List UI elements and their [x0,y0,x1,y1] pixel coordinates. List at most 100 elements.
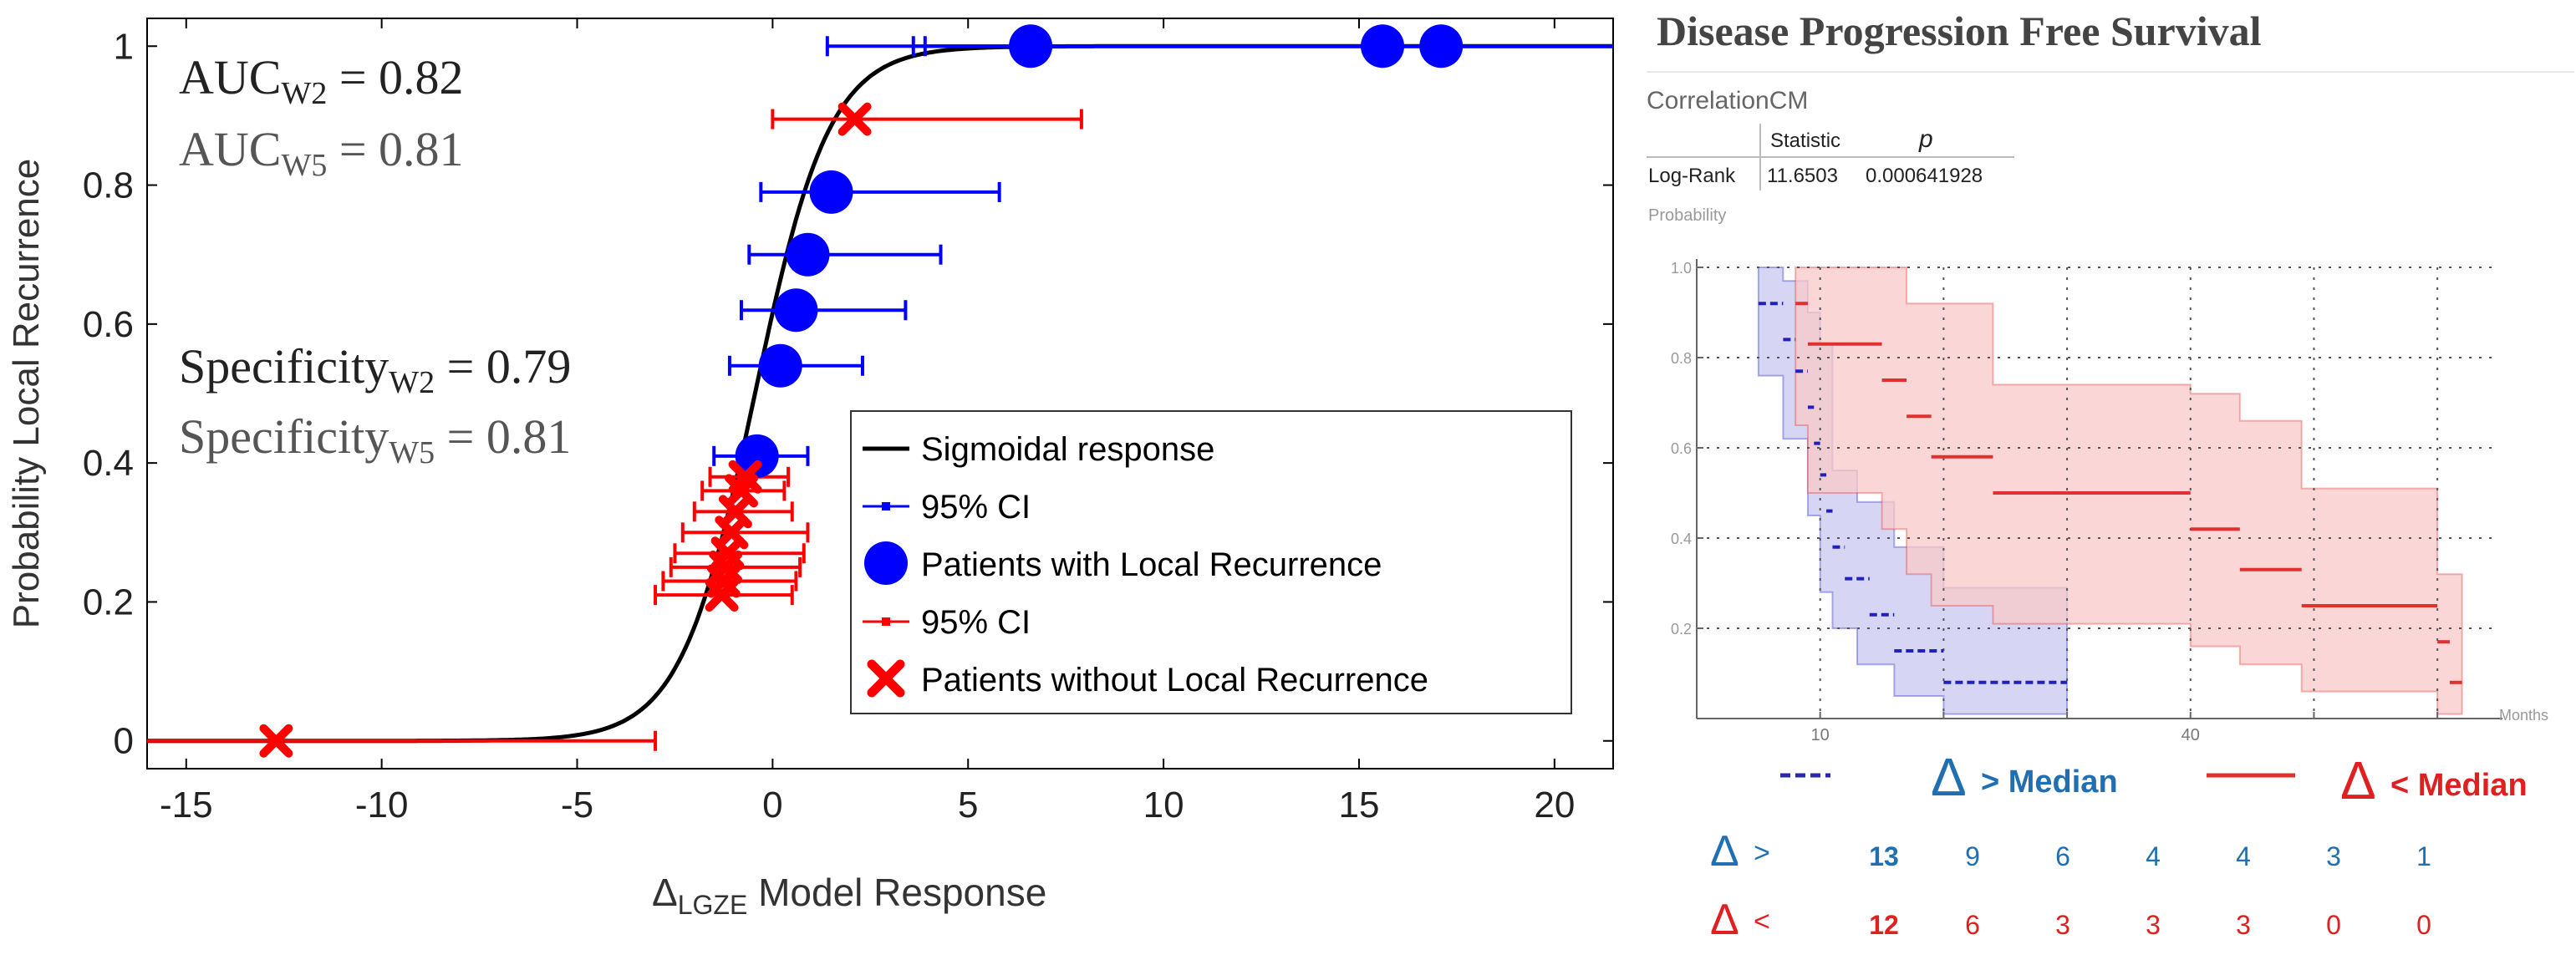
right-chart-title: Disease Progression Free Survival [1657,8,2262,54]
recurrence-point [786,232,830,277]
risk-row-above-op: > [1754,837,1770,869]
recurrence-point [735,434,779,478]
right-legend-below-text: < Median [2390,768,2528,803]
left-ytick-label: 0.8 [83,165,134,206]
auc-w5-label: AUC [179,122,281,176]
recurrence-ci-bar [747,244,943,265]
right-ytick-label: 0.2 [1671,621,1692,637]
no-recurrence-ci-bar [680,522,810,543]
legend-blue-ci-label: 95% CI [921,489,1031,526]
right-ci-bands-layer [1757,267,2463,715]
auc-w5-annotation: AUCW5 = 0.81 [179,122,464,183]
risk-value: 1 [2416,841,2431,871]
left-xtick-label: 15 [1338,785,1379,825]
risk-value: 3 [2055,910,2070,940]
right-legend: Δ > Median Δ < Median [1780,747,2528,810]
left-xtick-label: 10 [1143,785,1184,825]
left-points-layer [259,24,1464,758]
stats-row-label: Log-Rank [1648,165,1736,187]
no-recurrence-ci-bar [692,501,794,522]
right-ytick-label: 0.6 [1671,440,1692,457]
no-recurrence-ci-bar [771,109,1083,130]
stats-table: Statistic p Log-Rank 11.6503 0.000641928 [1647,124,2014,190]
risk-value: 3 [2236,910,2251,940]
legend-blue-ci-marker [882,502,890,510]
legend-sigmoid-label: Sigmoidal response [921,431,1214,468]
left-xtick-label: 5 [958,785,978,825]
risk-value: 0 [2326,910,2341,940]
left-ytick-label: 1 [114,26,134,67]
no-recurrence-point [259,724,293,758]
left-ytick-label: 0.2 [83,582,134,622]
right-chart: Disease Progression Free Survival Correl… [1647,8,2574,944]
left-ytick-label: 0.4 [83,443,134,484]
stats-row-p-value: 0.000641928 [1866,165,1983,187]
right-legend-below-delta: Δ [2340,750,2376,810]
right-xtick-label: 10 [1811,726,1830,744]
right-axes-layer: 0.2 0.4 0.6 0.8 1.0 10 40 [1671,259,2502,744]
left-ytick-label: 0.6 [83,304,134,345]
left-x-axis-label-sub: LGZE [678,890,748,920]
legend-no-recurrence-marker [867,659,905,698]
left-xtick-label: 0 [762,785,782,825]
risk-value: 4 [2146,841,2161,871]
risk-value: 6 [1965,910,1980,940]
left-xtick-label: 20 [1534,785,1575,825]
right-steps-layer [1758,302,2462,684]
risk-row-below-op: < [1754,906,1770,937]
stats-header-p: p [1918,125,1933,153]
auc-w5-sub: W5 [281,148,327,183]
auc-w2-annotation: AUCW2 = 0.82 [179,50,464,111]
left-y-axis-label: Probability Local Recurrence [6,159,47,629]
spec-w5-annotation: SpecificityW5 = 0.81 [179,409,571,470]
left-x-axis-label-delta: Δ [652,871,678,914]
right-chart-subtitle: CorrelationCM [1647,87,1808,114]
risk-value: 12 [1869,910,1899,940]
legend-recurrence-marker [864,541,908,585]
right-x-axis-label: Months [2499,707,2548,724]
left-x-axis-label: ΔLGZE Model Response [652,871,1046,920]
risk-row-below-delta: Δ [1710,896,1739,944]
recurrence-ci-bar [739,300,908,321]
survival-ci-band-1 [1795,267,2463,715]
legend-no-recurrence-label: Patients without Local Recurrence [921,662,1428,698]
right-legend-above-delta: Δ [1931,747,1967,807]
left-axis-ticks: -15 -10 -5 0 5 10 15 20 0 0.2 0.4 0.6 0.8 1 [83,18,1613,825]
recurrence-ci-bar [759,181,1001,202]
risk-value: 4 [2236,841,2251,871]
risk-value: 0 [2416,910,2431,940]
spec-w2-label: Specificity [179,339,389,394]
risk-value: 9 [1965,841,1980,871]
left-x-axis-label-rest: Model Response [747,871,1046,914]
no-recurrence-point [728,460,762,494]
auc-w5-value: = 0.81 [327,122,463,176]
left-chart: -15 -10 -5 0 5 10 15 20 0 0.2 0.4 0.6 0.8 1 Probabili… [6,18,1614,920]
spec-w2-value: = 0.79 [435,339,571,394]
left-xtick-label: -5 [561,785,593,825]
left-legend-box [850,410,1572,714]
right-y-axis-label: Probability [1648,206,1726,225]
stats-row-statistic: 11.6503 [1767,165,1838,187]
spec-w2-annotation: SpecificityW2 = 0.79 [179,339,571,400]
left-legend: Sigmoidal response 95% CI Patients with … [850,410,1572,714]
legend-recurrence-label: Patients with Local Recurrence [921,546,1382,583]
right-legend-above-text: > Median [1981,764,2118,800]
risk-table: Δ > Δ < 13 9 6 4 4 3 1 12 6 3 3 3 0 0 [1710,827,2431,944]
risk-row-above-delta: Δ [1710,827,1739,876]
left-xtick-label: -15 [160,785,213,825]
spec-w5-value: = 0.81 [435,409,571,464]
risk-value: 3 [2326,841,2341,871]
recurrence-point [774,288,818,333]
no-recurrence-ci-bar [147,730,658,751]
spec-w5-sub: W5 [389,435,435,470]
spec-w5-label: Specificity [179,409,389,464]
risk-value: 3 [2146,910,2161,940]
right-ytick-label: 0.8 [1671,350,1692,367]
no-recurrence-point [837,102,872,136]
recurrence-point [758,343,802,388]
right-xtick-label: 40 [2181,726,2200,744]
legend-red-ci-marker [882,617,890,626]
recurrence-point [1361,24,1405,69]
